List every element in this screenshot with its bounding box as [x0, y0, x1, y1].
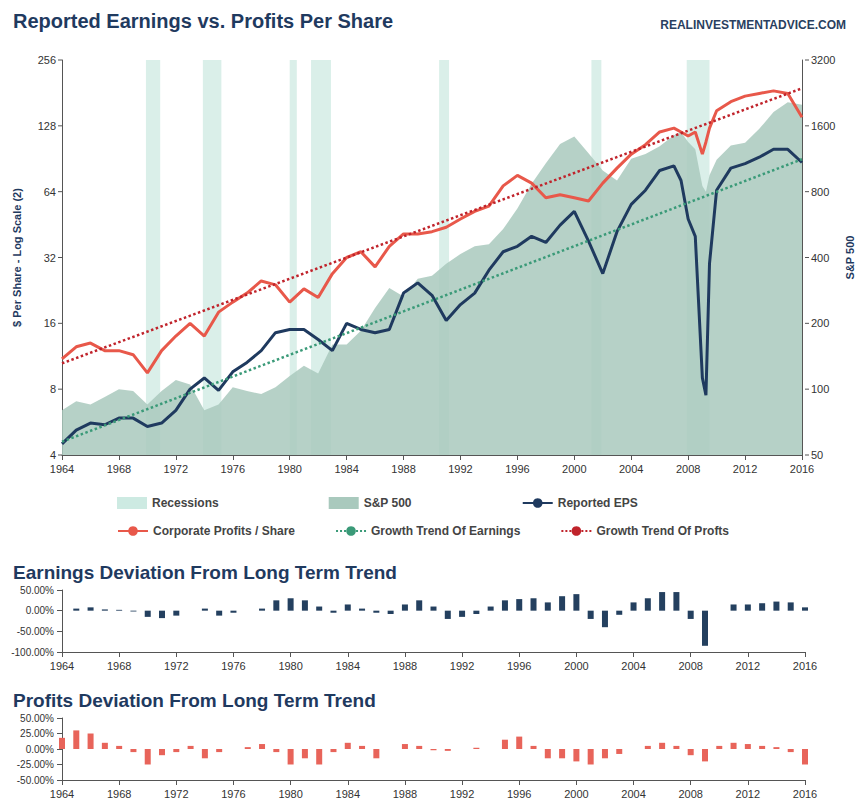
svg-text:2016: 2016: [793, 788, 817, 800]
svg-text:1992: 1992: [450, 660, 474, 672]
svg-text:1996: 1996: [505, 463, 529, 475]
svg-text:16: 16: [44, 317, 56, 329]
svg-text:2008: 2008: [676, 463, 700, 475]
svg-text:1984: 1984: [336, 660, 360, 672]
svg-text:-100.00%: -100.00%: [11, 647, 54, 658]
svg-text:64: 64: [44, 186, 56, 198]
svg-text:2016: 2016: [790, 463, 814, 475]
svg-text:2008: 2008: [678, 788, 702, 800]
svg-text:1968: 1968: [107, 788, 131, 800]
svg-text:S&P 500: S&P 500: [364, 496, 412, 510]
svg-text:Earnings Deviation From Long T: Earnings Deviation From Long Term Trend: [13, 562, 397, 583]
svg-text:-50.00%: -50.00%: [17, 626, 54, 637]
svg-text:4: 4: [50, 449, 56, 461]
svg-text:1964: 1964: [50, 463, 74, 475]
svg-text:Reported EPS: Reported EPS: [558, 496, 638, 510]
svg-text:8: 8: [50, 383, 56, 395]
svg-text:25.00%: 25.00%: [20, 728, 54, 739]
svg-text:50.00%: 50.00%: [20, 585, 54, 596]
svg-text:800: 800: [811, 186, 829, 198]
svg-text:1964: 1964: [50, 788, 74, 800]
svg-text:Growth Trend Of Earnings: Growth Trend Of Earnings: [371, 524, 521, 538]
svg-text:Reported Earnings vs. Profits: Reported Earnings vs. Profits Per Share: [13, 10, 393, 32]
svg-text:Profits Deviation From Long Te: Profits Deviation From Long Term Trend: [13, 690, 376, 711]
svg-text:1988: 1988: [393, 660, 417, 672]
svg-text:1992: 1992: [450, 788, 474, 800]
svg-text:32: 32: [44, 252, 56, 264]
svg-text:1980: 1980: [278, 788, 302, 800]
svg-text:2016: 2016: [793, 660, 817, 672]
svg-text:1992: 1992: [448, 463, 472, 475]
svg-text:1988: 1988: [391, 463, 415, 475]
svg-text:3200: 3200: [811, 54, 835, 66]
svg-text:-50.00%: -50.00%: [17, 775, 54, 786]
svg-text:1976: 1976: [221, 788, 245, 800]
svg-text:400: 400: [811, 252, 829, 264]
svg-text:128: 128: [38, 120, 56, 132]
svg-text:2012: 2012: [733, 463, 757, 475]
svg-text:REALINVESTMENTADVICE.COM: REALINVESTMENTADVICE.COM: [660, 18, 846, 32]
svg-text:2000: 2000: [562, 463, 586, 475]
svg-text:0.00%: 0.00%: [26, 744, 54, 755]
svg-text:1980: 1980: [278, 660, 302, 672]
svg-text:50.00%: 50.00%: [20, 713, 54, 724]
svg-text:1964: 1964: [50, 660, 74, 672]
svg-text:2008: 2008: [678, 660, 702, 672]
svg-text:Growth Trend Of Profts: Growth Trend Of Profts: [596, 524, 729, 538]
svg-text:0.00%: 0.00%: [26, 605, 54, 616]
svg-text:-25.00%: -25.00%: [17, 759, 54, 770]
svg-text:1600: 1600: [811, 120, 835, 132]
svg-text:1984: 1984: [334, 463, 358, 475]
svg-text:2012: 2012: [736, 660, 760, 672]
svg-text:1972: 1972: [164, 660, 188, 672]
svg-text:100: 100: [811, 383, 829, 395]
svg-text:1976: 1976: [221, 463, 245, 475]
svg-text:256: 256: [38, 54, 56, 66]
svg-text:$ Per Share - Log Scale (2): $ Per Share - Log Scale (2): [11, 188, 23, 327]
svg-text:2004: 2004: [621, 788, 645, 800]
svg-text:2004: 2004: [619, 463, 643, 475]
svg-text:1976: 1976: [221, 660, 245, 672]
svg-text:S&P 500: S&P 500: [844, 236, 856, 280]
svg-text:1988: 1988: [393, 788, 417, 800]
svg-text:2000: 2000: [564, 788, 588, 800]
svg-text:2012: 2012: [736, 788, 760, 800]
svg-text:1980: 1980: [277, 463, 301, 475]
svg-text:Recessions: Recessions: [152, 496, 219, 510]
svg-text:1984: 1984: [336, 788, 360, 800]
svg-text:1972: 1972: [164, 788, 188, 800]
svg-text:1968: 1968: [107, 660, 131, 672]
svg-text:Corporate Profits / Share: Corporate Profits / Share: [153, 524, 295, 538]
svg-text:50: 50: [811, 449, 823, 461]
svg-text:1968: 1968: [107, 463, 131, 475]
svg-text:2000: 2000: [564, 660, 588, 672]
svg-text:1996: 1996: [507, 788, 531, 800]
svg-text:1972: 1972: [164, 463, 188, 475]
svg-text:200: 200: [811, 317, 829, 329]
svg-text:1996: 1996: [507, 660, 531, 672]
svg-text:2004: 2004: [621, 660, 645, 672]
